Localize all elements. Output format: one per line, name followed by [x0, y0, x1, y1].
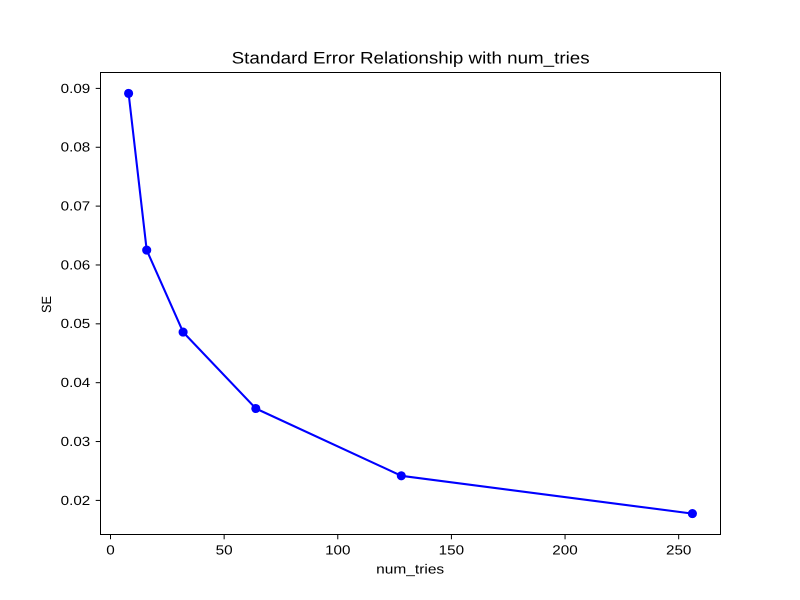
svg-text:150: 150 — [439, 543, 464, 558]
svg-text:0.04: 0.04 — [61, 375, 91, 390]
svg-text:0.05: 0.05 — [61, 316, 91, 331]
svg-text:0.02: 0.02 — [61, 493, 91, 508]
svg-text:50: 50 — [216, 543, 233, 558]
svg-text:0.09: 0.09 — [61, 81, 91, 96]
svg-text:Standard Error Relationship wi: Standard Error Relationship with num_tri… — [232, 48, 590, 67]
svg-text:SE: SE — [39, 296, 54, 313]
svg-text:100: 100 — [325, 543, 350, 558]
svg-text:250: 250 — [666, 543, 691, 558]
svg-text:0.08: 0.08 — [61, 140, 91, 155]
svg-text:200: 200 — [552, 543, 577, 558]
svg-text:0.07: 0.07 — [61, 199, 91, 214]
svg-text:num_tries: num_tries — [376, 561, 444, 576]
svg-text:0.06: 0.06 — [61, 257, 91, 272]
svg-text:0.03: 0.03 — [61, 434, 91, 449]
svg-text:0: 0 — [106, 543, 115, 558]
